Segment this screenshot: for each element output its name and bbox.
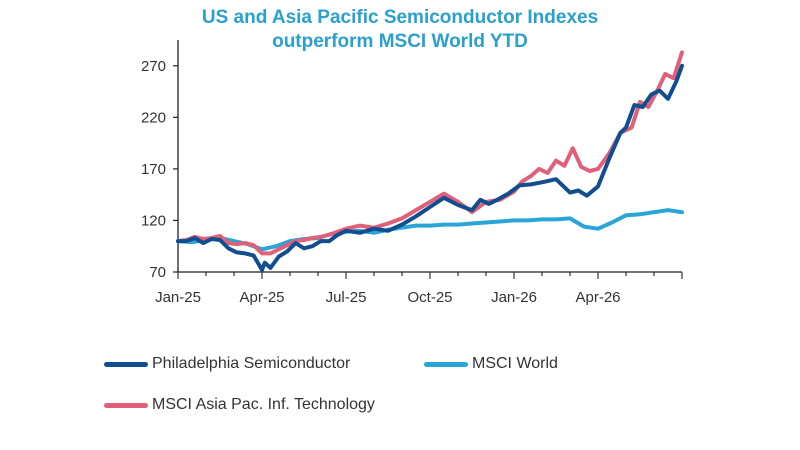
- y-tick-label: 220: [141, 109, 166, 126]
- legend-label: Philadelphia Semiconductor: [152, 355, 351, 372]
- x-tick-label: Jan-26: [491, 289, 537, 306]
- legend-item-msci-world: MSCI World: [424, 355, 558, 373]
- legend-swatch: [104, 402, 148, 408]
- chart-title-line-2: outperform MSCI World YTD: [272, 31, 528, 52]
- legend-swatch: [104, 361, 148, 367]
- legend-label: MSCI Asia Pac. Inf. Technology: [152, 396, 375, 413]
- axes: [173, 40, 683, 279]
- x-tick-label: Oct-25: [407, 289, 452, 306]
- x-tick-label: Jul-25: [326, 289, 367, 306]
- series-line-philadelphia-semiconductor: [176, 63, 684, 272]
- x-tick-label: Apr-26: [575, 289, 620, 306]
- y-tick-label: 170: [141, 161, 166, 178]
- series-lines: [176, 50, 684, 272]
- line-chart: 70 120 170 220 270 Jan-25 Apr-25 Jul-25 Oct-25 Ja…: [141, 40, 684, 306]
- legend-label: MSCI World: [472, 355, 558, 372]
- tick-labels: 70 120 170 220 270 Jan-25 Apr-25 Jul-25 Oct-25 Ja…: [141, 58, 621, 306]
- x-tick-label: Apr-25: [239, 289, 284, 306]
- y-tick-label: 270: [141, 58, 166, 75]
- y-tick-label: 70: [149, 264, 166, 281]
- legend-item-philadelphia: Philadelphia Semiconductor: [104, 355, 350, 373]
- y-tick-label: 120: [141, 212, 166, 229]
- legend-swatch: [424, 361, 468, 367]
- x-tick-label: Jan-25: [155, 289, 201, 306]
- chart-title-line-1: US and Asia Pacific Semiconductor Indexe…: [201, 7, 599, 28]
- series-line-msci-asia-pac-inf-technology: [176, 50, 684, 256]
- series-line-msci-world: [176, 208, 684, 252]
- legend-item-msci-asia-pac: MSCI Asia Pac. Inf. Technology: [104, 396, 375, 414]
